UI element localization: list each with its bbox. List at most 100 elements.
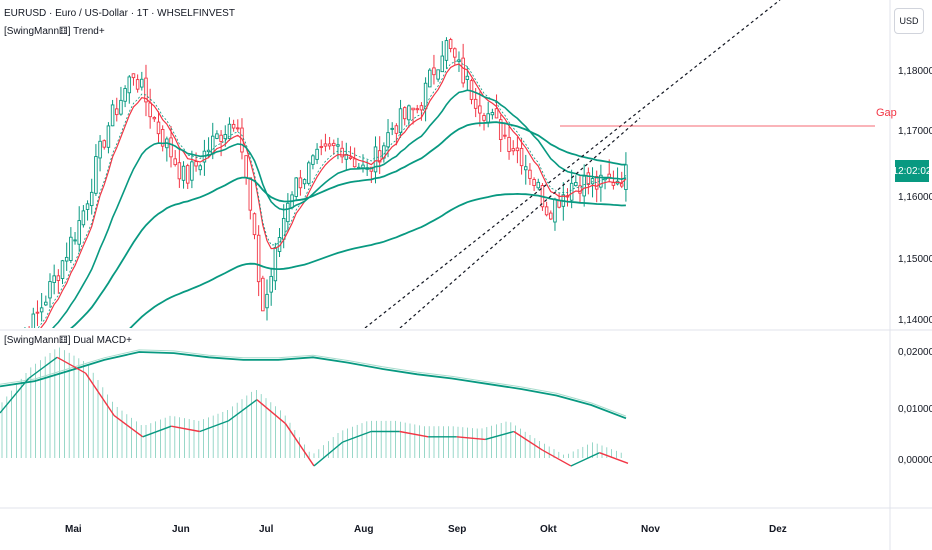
candle-body xyxy=(440,55,445,73)
candle-body xyxy=(236,127,240,130)
candle-body xyxy=(528,169,532,179)
candle-body xyxy=(15,349,18,356)
candle-body xyxy=(144,77,148,103)
candle-body xyxy=(244,155,248,178)
candle-body xyxy=(590,178,595,185)
candle-body xyxy=(7,349,10,357)
macd-tick: 0,00000 xyxy=(898,455,932,466)
ema-mid-line xyxy=(52,89,627,328)
candle-body xyxy=(498,119,503,140)
trend-line xyxy=(399,117,641,328)
candle-body xyxy=(490,112,495,116)
price-pane[interactable] xyxy=(3,0,781,390)
candle-body xyxy=(478,105,482,114)
candle-body xyxy=(574,182,578,187)
candle-body xyxy=(494,108,499,119)
candle-body xyxy=(569,182,574,201)
candle-body xyxy=(486,113,490,123)
candle-body xyxy=(190,161,194,181)
candle-body xyxy=(127,76,132,94)
candle-body xyxy=(348,156,353,159)
candle-body xyxy=(81,210,86,226)
candle-body xyxy=(261,277,265,312)
candle-body xyxy=(281,217,286,240)
candle-body xyxy=(148,102,152,118)
candle-body xyxy=(44,301,48,306)
candle-body xyxy=(273,247,278,282)
macd-fast-line-segment xyxy=(227,399,258,422)
candle-body xyxy=(294,177,298,197)
candle-body xyxy=(340,147,344,158)
candle-body xyxy=(624,164,628,190)
candle-body xyxy=(578,185,582,194)
candle-body xyxy=(536,181,541,189)
macd-fast-line-segment xyxy=(342,430,372,443)
candle-body xyxy=(415,108,419,111)
candle-body xyxy=(407,105,411,121)
candle-body xyxy=(582,175,586,197)
time-tick: Okt xyxy=(540,524,557,535)
candle-body xyxy=(507,136,511,152)
candle-body xyxy=(231,123,236,129)
candle-body xyxy=(102,140,106,148)
candle-body xyxy=(11,348,14,356)
candle-body xyxy=(432,67,436,76)
macd-fast-line-segment xyxy=(56,356,86,374)
candle-body xyxy=(419,105,424,111)
candle-body xyxy=(298,177,303,189)
candle-body xyxy=(206,149,211,153)
candle-body xyxy=(319,146,324,148)
macd-fast-line-segment xyxy=(456,436,486,441)
candle-body xyxy=(423,82,428,110)
candle-body xyxy=(131,73,136,79)
price-tick: 1,16000 xyxy=(898,192,932,203)
candle-body xyxy=(448,39,453,49)
time-tick: Aug xyxy=(354,524,374,535)
candle-body xyxy=(64,256,69,262)
candle-body xyxy=(515,147,520,152)
macd-fast-line-segment xyxy=(28,356,58,380)
candle-body xyxy=(465,75,470,80)
macd-tick: 0,01000 xyxy=(898,404,932,415)
candle-body xyxy=(544,206,549,216)
candle-body xyxy=(160,129,165,147)
candle-body xyxy=(3,354,6,366)
macd-fast-line-segment xyxy=(485,430,515,441)
candle-body xyxy=(398,108,403,134)
price-tick: 1,18000 xyxy=(898,66,932,77)
candle-body xyxy=(215,133,219,139)
candle-body xyxy=(98,140,102,159)
candle-body xyxy=(482,115,486,121)
candle-body xyxy=(123,88,127,102)
candle-body xyxy=(453,48,457,58)
time-tick: Jul xyxy=(259,524,274,535)
candle-body xyxy=(198,165,202,171)
currency-button[interactable]: USD xyxy=(894,8,924,34)
candle-body xyxy=(265,293,269,309)
macd-fast-line-segment xyxy=(142,425,172,438)
gap-label[interactable]: Gap xyxy=(876,107,897,119)
time-tick: Mai xyxy=(65,524,82,535)
candle-body xyxy=(473,98,478,109)
candle-body xyxy=(269,275,273,293)
candle-body xyxy=(60,260,65,279)
candle-body xyxy=(524,166,528,171)
candle-body xyxy=(327,143,332,147)
candle-body xyxy=(373,146,378,173)
candle-body xyxy=(110,104,115,127)
macd-slow-line xyxy=(0,351,627,420)
candle-body xyxy=(227,123,232,139)
macd-study-legend[interactable]: [SwingMann⚅] Dual MACD+ xyxy=(4,335,132,346)
candle-body xyxy=(185,165,190,184)
candle-body xyxy=(361,164,365,169)
symbol-title[interactable]: EURUSD · Euro / US-Dollar · 1T · WHSELFI… xyxy=(4,8,235,19)
candle-body xyxy=(549,212,553,220)
trend-study-legend[interactable]: [SwingMann⚅] Trend+ xyxy=(4,26,105,37)
candle-body xyxy=(286,202,290,223)
candle-body xyxy=(411,107,415,111)
macd-fast-line-segment xyxy=(171,425,200,433)
candle-body xyxy=(115,108,119,116)
macd-slow-signal-line xyxy=(0,349,627,417)
